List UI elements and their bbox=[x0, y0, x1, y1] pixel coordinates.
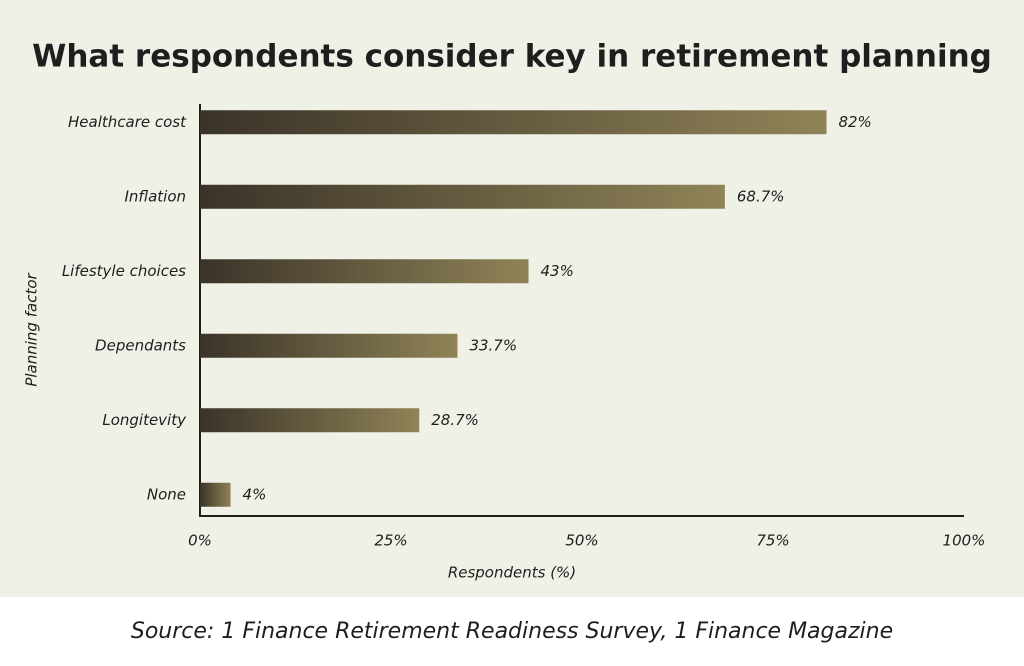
bar bbox=[200, 333, 458, 358]
y-tick-label: Lifestyle choices bbox=[62, 262, 186, 280]
x-tick-label: 25% bbox=[374, 532, 407, 550]
y-tick-label: Healthcare cost bbox=[68, 113, 187, 131]
x-tick-label: 0% bbox=[188, 532, 212, 550]
y-tick-label: None bbox=[147, 485, 186, 503]
data-label: 68.7% bbox=[737, 187, 785, 205]
data-label: 33.7% bbox=[469, 336, 517, 354]
data-label: 82% bbox=[838, 113, 871, 131]
bar bbox=[200, 110, 827, 135]
x-tick-label: 100% bbox=[943, 532, 986, 550]
bar bbox=[200, 482, 231, 507]
x-tick-label: 75% bbox=[756, 532, 789, 550]
bar bbox=[200, 259, 529, 284]
y-axis-label: Planning factor bbox=[23, 273, 41, 387]
y-tick-label: Longitevity bbox=[102, 411, 187, 429]
bar bbox=[200, 184, 725, 209]
chart-background bbox=[0, 0, 1024, 597]
y-tick-label: Dependants bbox=[95, 336, 186, 354]
data-label: 4% bbox=[243, 485, 267, 503]
source-note: Source: 1 Finance Retirement Readiness S… bbox=[131, 619, 893, 644]
data-label: 28.7% bbox=[431, 411, 479, 429]
data-label: 43% bbox=[541, 262, 574, 280]
chart-title: What respondents consider key in retirem… bbox=[32, 39, 992, 75]
x-axis-label: Respondents (%) bbox=[448, 564, 576, 582]
bar bbox=[200, 408, 420, 433]
y-tick-label: Inflation bbox=[124, 187, 186, 205]
x-tick-label: 50% bbox=[565, 532, 598, 550]
